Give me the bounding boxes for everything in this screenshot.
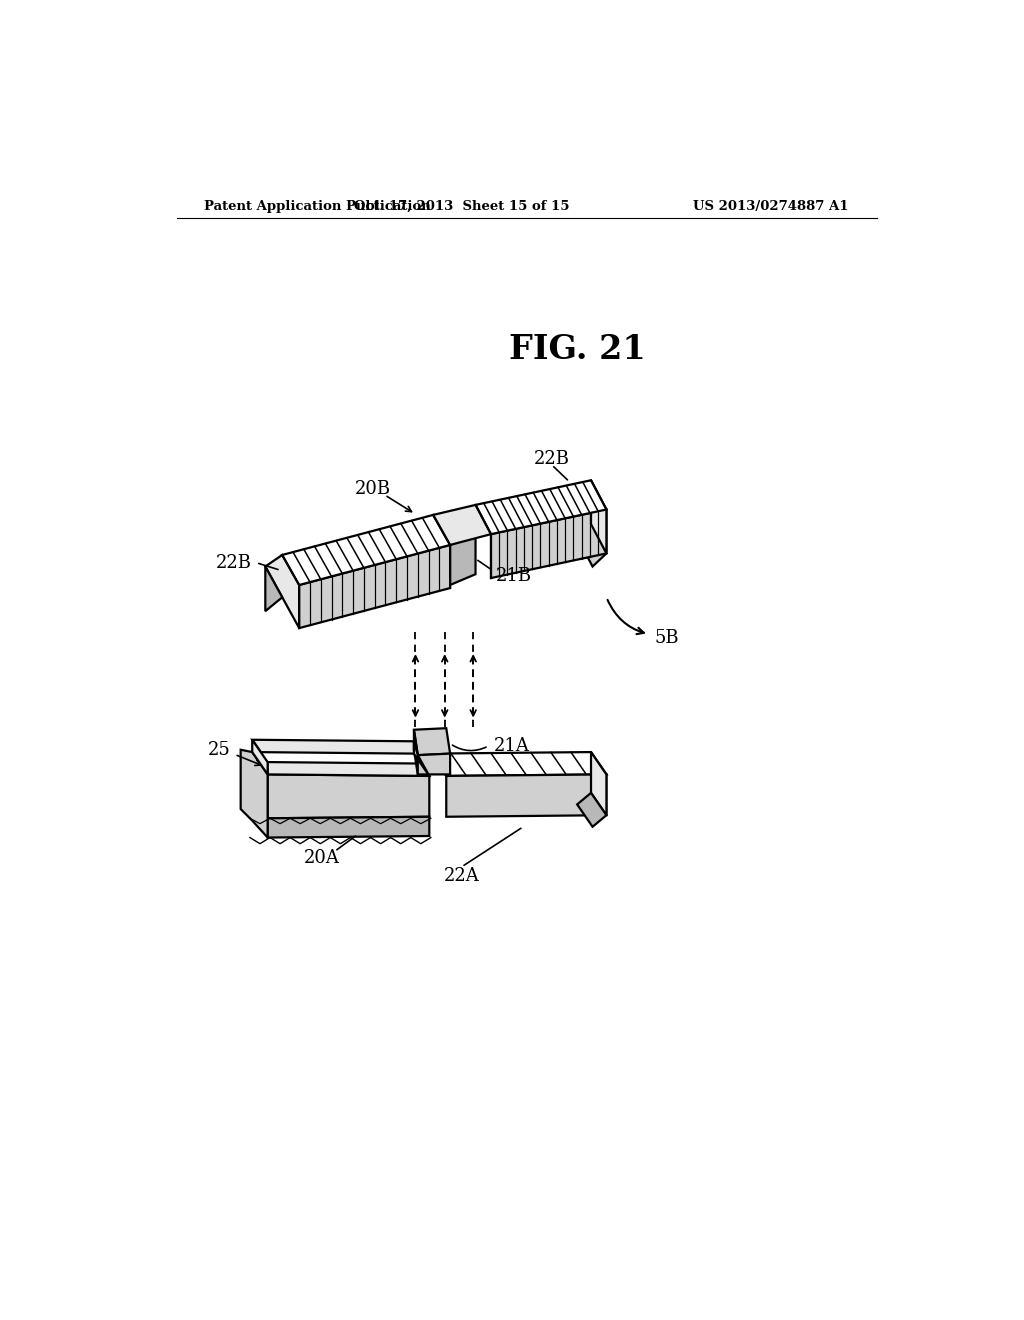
Polygon shape: [265, 566, 283, 611]
Polygon shape: [451, 535, 475, 585]
Polygon shape: [490, 510, 606, 578]
Polygon shape: [431, 752, 606, 776]
Text: 21B: 21B: [497, 566, 532, 585]
Polygon shape: [446, 775, 606, 817]
Polygon shape: [475, 480, 606, 535]
Text: 21A: 21A: [494, 737, 529, 755]
Polygon shape: [252, 739, 429, 763]
Text: Patent Application Publication: Patent Application Publication: [204, 199, 430, 213]
Polygon shape: [252, 752, 429, 776]
Polygon shape: [252, 739, 267, 775]
Polygon shape: [578, 524, 606, 566]
Text: US 2013/0274887 A1: US 2013/0274887 A1: [692, 199, 848, 213]
Text: 22A: 22A: [443, 867, 479, 884]
Polygon shape: [267, 775, 429, 818]
Text: 25: 25: [208, 741, 230, 759]
Polygon shape: [414, 742, 429, 776]
Polygon shape: [267, 817, 429, 838]
Polygon shape: [414, 729, 451, 755]
Polygon shape: [241, 750, 267, 838]
Text: 22B: 22B: [216, 553, 252, 572]
Polygon shape: [283, 515, 451, 585]
Text: 5B: 5B: [654, 630, 679, 647]
Polygon shape: [591, 480, 606, 553]
Polygon shape: [591, 752, 606, 816]
Polygon shape: [433, 506, 490, 545]
Text: 20A: 20A: [303, 849, 340, 866]
Polygon shape: [267, 762, 429, 776]
Text: 20B: 20B: [355, 480, 391, 499]
Polygon shape: [418, 754, 451, 775]
Polygon shape: [265, 554, 299, 628]
Text: Oct. 17, 2013  Sheet 15 of 15: Oct. 17, 2013 Sheet 15 of 15: [354, 199, 569, 213]
Polygon shape: [414, 730, 418, 775]
Polygon shape: [578, 793, 606, 826]
Text: FIG. 21: FIG. 21: [509, 333, 645, 366]
Text: 22B: 22B: [534, 450, 569, 467]
Polygon shape: [299, 545, 451, 628]
